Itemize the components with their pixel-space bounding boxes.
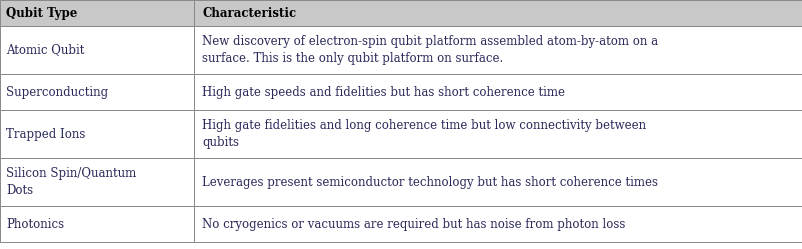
- Text: Photonics: Photonics: [6, 217, 64, 231]
- Text: Atomic Qubit: Atomic Qubit: [6, 44, 84, 57]
- Text: New discovery of electron-spin qubit platform assembled atom-by-atom on a
surfac: New discovery of electron-spin qubit pla…: [202, 35, 658, 65]
- Text: Superconducting: Superconducting: [6, 85, 108, 99]
- Text: Characteristic: Characteristic: [202, 6, 296, 19]
- Bar: [194, 0, 802, 26]
- Bar: [194, 26, 802, 74]
- Text: Trapped Ions: Trapped Ions: [6, 127, 85, 140]
- Bar: [194, 206, 802, 242]
- Bar: [0, 110, 194, 158]
- Bar: [194, 110, 802, 158]
- Text: No cryogenics or vacuums are required but has noise from photon loss: No cryogenics or vacuums are required bu…: [202, 217, 625, 231]
- Text: High gate speeds and fidelities but has short coherence time: High gate speeds and fidelities but has …: [202, 85, 565, 99]
- Bar: [0, 206, 194, 242]
- Bar: [0, 0, 194, 26]
- Bar: [0, 158, 194, 206]
- Bar: [194, 158, 802, 206]
- Bar: [0, 26, 194, 74]
- Bar: [194, 74, 802, 110]
- Bar: [0, 74, 194, 110]
- Text: High gate fidelities and long coherence time but low connectivity between
qubits: High gate fidelities and long coherence …: [202, 119, 646, 149]
- Text: Silicon Spin/Quantum
Dots: Silicon Spin/Quantum Dots: [6, 167, 136, 197]
- Text: Leverages present semiconductor technology but has short coherence times: Leverages present semiconductor technolo…: [202, 176, 658, 188]
- Text: Qubit Type: Qubit Type: [6, 6, 77, 19]
